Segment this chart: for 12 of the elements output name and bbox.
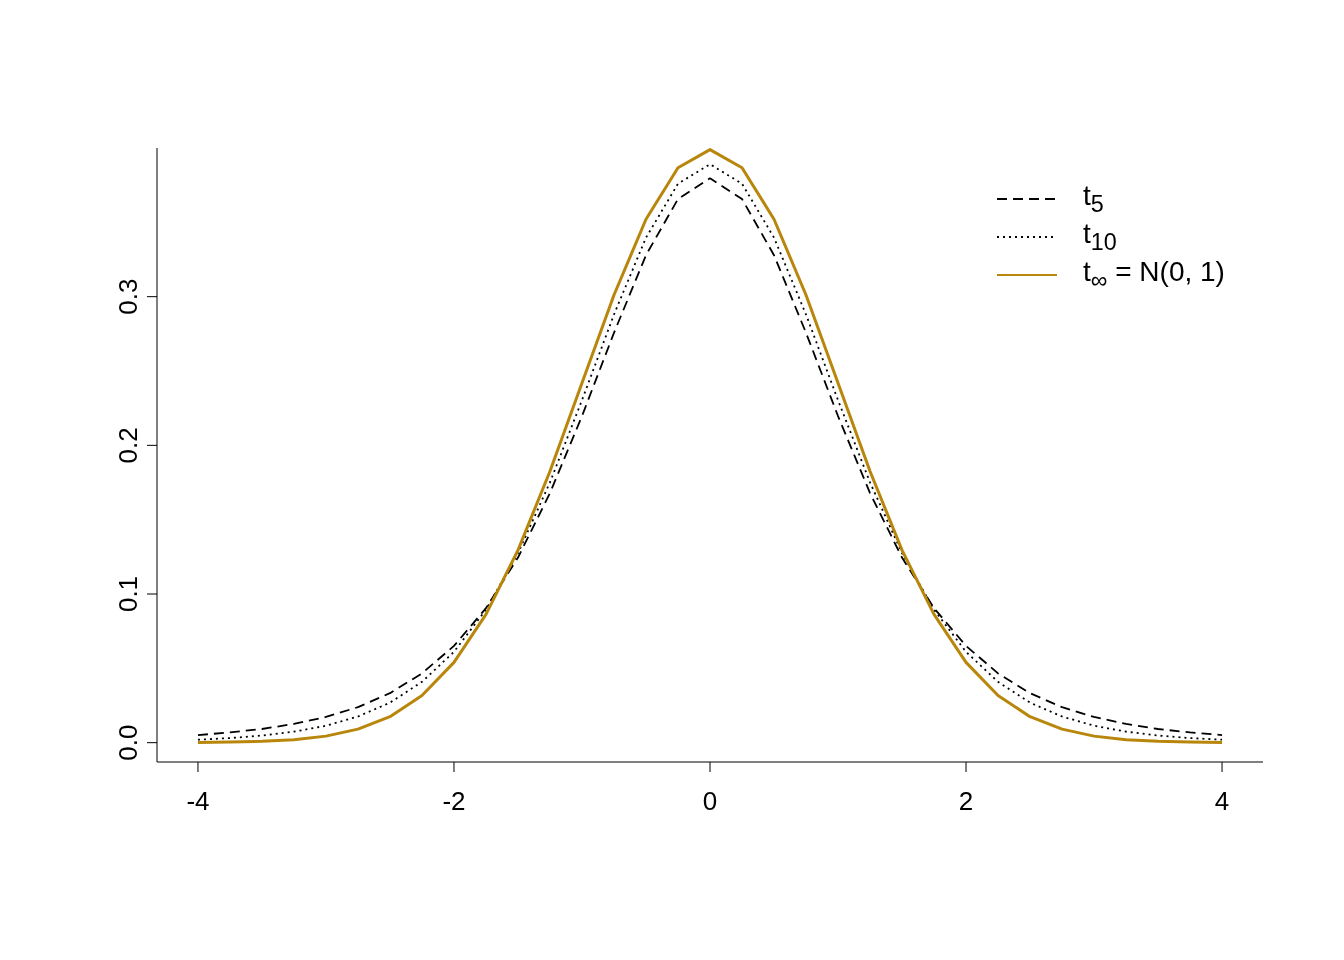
legend-label: t$_{10}$: [1083, 218, 1117, 256]
x-tick-label: -4: [186, 786, 210, 816]
x-tick-label: 0: [702, 786, 718, 816]
x-tick-label: 2: [958, 786, 974, 816]
x-tick-label: 4: [1214, 786, 1230, 816]
legend-label: t$_{5}$: [1083, 180, 1104, 218]
y-tick-label: 0.3: [113, 278, 143, 315]
y-tick-label: 0.1: [113, 575, 143, 613]
legend-label: t$_{∞}$ = N(0, 1): [1083, 256, 1225, 294]
y-tick-label: 0.0: [113, 724, 143, 761]
x-tick-label: -2: [442, 786, 466, 816]
y-tick-label: 0.2: [113, 427, 143, 464]
